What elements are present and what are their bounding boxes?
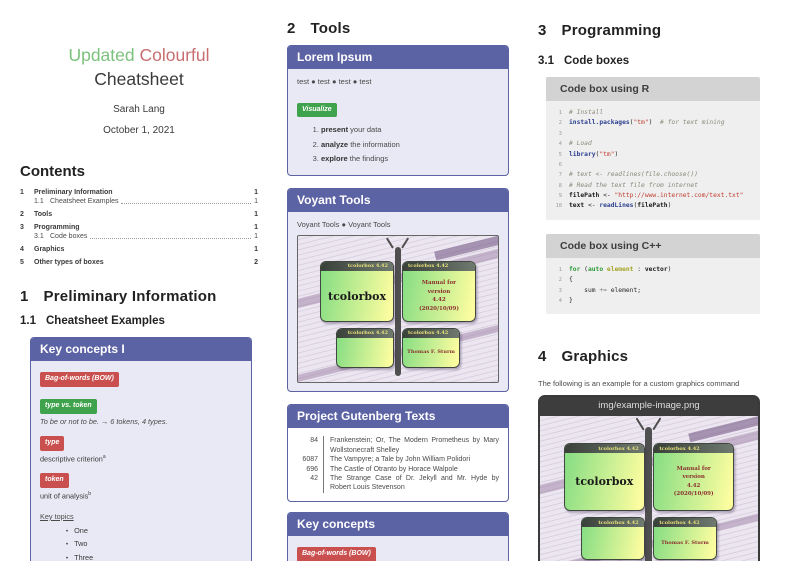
contents-heading: Contents [20, 163, 85, 181]
key-concepts-2-title: Key concepts [288, 512, 508, 536]
manual-version-label: Manual for version 4.42 (2020/10/09) [673, 465, 714, 498]
list-item: Three [66, 553, 242, 561]
section-3-heading: 3 Programming [538, 22, 662, 39]
manual-version-label: Manual for version 4.42 (2020/10/09) [419, 280, 459, 312]
key-concepts-2-box: Key concepts Bag-of-words (BOW) Zipf's L… [287, 511, 509, 561]
bow-badge: Bag-of-words (BOW) [297, 546, 376, 561]
gutenberg-table: 84 Frankenstein; Or, The Modern Promethe… [297, 436, 499, 493]
r-code: 1 # Install 2 install.packages("tm") # for … [555, 109, 744, 210]
tcolorbox-label: tcolorbox [327, 289, 386, 303]
type-definition: descriptive criteriona [40, 453, 106, 464]
toc-entry-1: 1 Preliminary Information 1 [20, 189, 258, 197]
butterfly-body [645, 427, 653, 561]
middle-column: 2 Tools Lorem Ipsum test ● test ● test ●… [287, 14, 509, 561]
gutenberg-title: Project Gutenberg Texts [288, 405, 508, 429]
table-row: 84 Frankenstein; Or, The Modern Promethe… [310, 436, 499, 456]
tcolorbox-wing-bottom-right: tcolorbox 4.42 Thomas F. Sturm [402, 328, 460, 368]
visualize-badge: Visualize [297, 102, 337, 118]
tcolorbox-wing-top-left: tcolorbox 4.42 tcolorbox [563, 443, 645, 511]
list-item: present your data [321, 125, 499, 136]
key-concepts-2-body: Bag-of-words (BOW) Zipf's Law _äÅg!8Åg/(… [288, 536, 508, 561]
gutenberg-box: Project Gutenberg Texts 84 Frankenstein;… [287, 404, 509, 502]
list-item: One [66, 526, 242, 536]
title-word-colourful: Colourful [139, 45, 210, 65]
figure-filename: img/example-image.png [540, 397, 758, 417]
key-concepts-1-title: Key concepts I [31, 338, 251, 362]
graphics-intro-text: The following is an example for a custom… [538, 379, 740, 389]
section-3-1-heading: 3.1 Code boxes [538, 55, 630, 67]
section-2-heading: 2 Tools [287, 20, 351, 37]
tcolorbox-wing-bottom-left: tcolorbox 4.42 [581, 517, 645, 561]
tcolorbox-wing-bottom-left: tcolorbox 4.42 [336, 328, 394, 368]
key-concepts-1-body: Bag-of-words (BOW) type vs. token To be … [31, 361, 251, 561]
butterfly-antenna [385, 237, 395, 250]
title-word-cheatsheet: Cheatsheet [94, 68, 184, 89]
list-item: Two [66, 539, 242, 549]
tcolorbox-wing-top-right: tcolorbox 4.42 Manual for version 4.42 (… [653, 443, 735, 511]
left-column: Updated Colourful Cheatsheet Sarah Lang … [20, 14, 258, 561]
author: Sarah Lang [113, 104, 165, 116]
steps-list: present your data analyze the informatio… [321, 125, 499, 165]
tcolorbox-author-label: Thomas F. Sturm [661, 540, 709, 547]
list-item: analyze the information [321, 140, 499, 151]
date: October 1, 2021 [103, 125, 175, 137]
butterfly-antenna [401, 237, 410, 250]
toc-entry-3-1: 3.1 Code boxes 1 [34, 233, 258, 241]
right-column: 3 Programming 3.1 Code boxes Code box us… [538, 14, 760, 561]
test-row: test ● test ● test ● test [297, 77, 372, 86]
section-1-1-heading: 1.1 Cheatsheet Examples [20, 315, 165, 328]
voyant-items-row: Voyant Tools ● Voyant Tools [297, 219, 391, 229]
lorem-ipsum-box: Lorem Ipsum test ● test ● test ● test Vi… [287, 45, 509, 176]
tcolorbox-wing-top-left: tcolorbox 4.42 tcolorbox [320, 261, 394, 323]
tcolorbox-example-image: tcolorbox 4.42 tcolorbox tcolorbox 4.42 … [540, 416, 758, 561]
document-title: Updated Colourful Cheatsheet [20, 44, 258, 91]
example-image-figure: img/example-image.png tcolorbox 4.42 tco… [538, 395, 760, 561]
gutenberg-body: 84 Frankenstein; Or, The Modern Promethe… [288, 428, 508, 501]
toc-entry-3: 3 Programming 1 [20, 224, 258, 232]
list-item: explore the findings [321, 154, 499, 165]
table-row: 696 The Castle of Otranto by Horace Walp… [306, 464, 458, 475]
key-concepts-1-box: Key concepts I Bag-of-words (BOW) type v… [30, 337, 252, 561]
cpp-code-box: Code box using C++ 1 for (auto element : … [546, 233, 760, 315]
lorem-ipsum-title: Lorem Ipsum [288, 46, 508, 69]
toc-entry-2: 2 Tools 1 [20, 211, 258, 219]
toc-entry-1-1: 1.1 Cheatsheet Examples 1 [34, 198, 258, 206]
token-definition: unit of analysisb [40, 491, 92, 501]
key-topics-list: One Two Three [66, 526, 242, 561]
butterfly-antenna [652, 417, 662, 431]
tcolorbox-example-image: tcolorbox 4.42 tcolorbox tcolorbox 4.42 … [297, 235, 499, 384]
toc-entry-4: 4 Graphics 1 [20, 246, 258, 254]
cpp-code-box-title: Code box using C++ [546, 233, 760, 258]
key-topics-label: Key topics [40, 511, 74, 521]
butterfly-antenna [635, 417, 645, 431]
token-badge: token [40, 473, 69, 489]
cpp-code: 1 for (auto element : vector) 2{3 sum += e… [558, 265, 672, 304]
type-vs-token-badge: type vs. token [40, 399, 97, 414]
tcolorbox-wing-bottom-right: tcolorbox 4.42 Thomas F. Sturm [653, 517, 717, 561]
table-of-contents: 1 Preliminary Information 1 1.1 Cheatshe… [20, 189, 258, 266]
r-code-box: Code box using R 1 # Install 2 install.pack… [546, 77, 760, 220]
butterfly-body [394, 246, 401, 377]
section-1-heading: 1 Preliminary Information [20, 288, 217, 306]
tcolorbox-author-label: Thomas F. Sturm [407, 348, 455, 355]
tcolorbox-wing-top-right: tcolorbox 4.42 Manual for version 4.42 (… [402, 261, 476, 323]
title-word-updated: Updated [68, 45, 135, 65]
voyant-tools-title: Voyant Tools [288, 188, 508, 212]
lorem-ipsum-body: test ● test ● test ● test Visualize pres… [288, 69, 508, 175]
section-4-heading: 4 Graphics [538, 348, 629, 366]
voyant-tools-box: Voyant Tools Voyant Tools ● Voyant Tools… [287, 187, 509, 393]
toc-entry-5: 5 Other types of boxes 2 [20, 259, 258, 267]
r-code-box-title: Code box using R [546, 77, 760, 101]
table-row: 42 The Strange Case of Dr. Jekyll and Mr… [310, 474, 499, 493]
type-vs-token-example: To be or not to be. → 6 tokens, 4 types. [40, 416, 168, 426]
voyant-tools-body: Voyant Tools ● Voyant Tools tcolorbox 4.… [288, 212, 508, 392]
title-block: Updated Colourful Cheatsheet Sarah Lang … [20, 44, 258, 136]
table-row: 6087 The Vampyre; a Tale by John William… [302, 455, 471, 465]
type-badge: type [40, 436, 65, 451]
tcolorbox-label: tcolorbox [575, 475, 634, 489]
bow-badge: Bag-of-words (BOW) [40, 372, 119, 388]
